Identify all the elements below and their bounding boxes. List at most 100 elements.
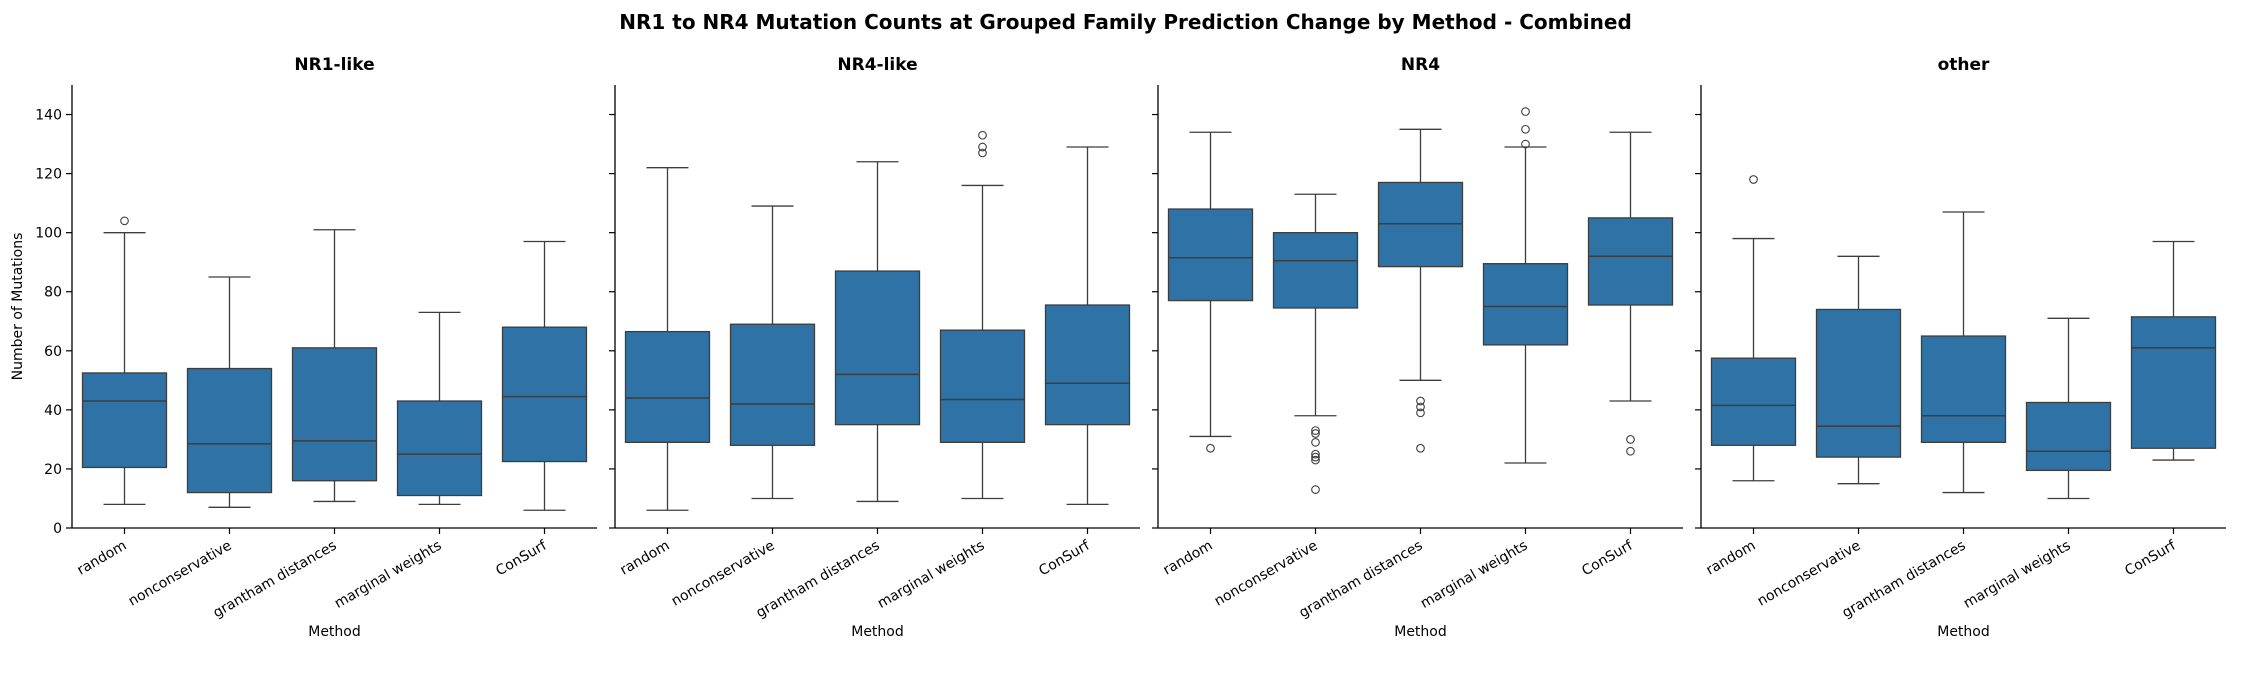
box-grantham-distances — [1377, 128, 1464, 453]
x-tick-label: marginal weights — [1961, 538, 2074, 612]
outlier-point — [1311, 452, 1320, 462]
box-nonconservative — [729, 205, 816, 500]
iqr-box — [729, 323, 816, 446]
outlier-point — [1749, 175, 1758, 184]
box-random — [1167, 131, 1254, 453]
x-tick-label: marginal weights — [1418, 538, 1531, 612]
y-tick-label: 80 — [44, 285, 62, 301]
x-tick-label: nonconservative — [126, 538, 235, 610]
outlier-point — [1626, 446, 1635, 456]
iqr-box — [1482, 263, 1569, 346]
iqr-box — [501, 326, 588, 463]
outlier-point — [1311, 455, 1320, 465]
iqr-box — [1710, 357, 1797, 446]
box-consurf — [1587, 131, 1674, 456]
panel-title: NR1-like — [294, 55, 374, 75]
outlier-point — [1521, 107, 1530, 116]
box-nonconservative — [186, 276, 273, 508]
iqr-box — [2130, 316, 2217, 449]
iqr-box — [624, 330, 711, 444]
outlier-point — [1416, 408, 1425, 418]
iqr-box — [1815, 308, 1902, 458]
iqr-box — [81, 372, 168, 469]
box-consurf — [1044, 146, 1131, 506]
iqr-box — [1272, 232, 1359, 309]
x-tick-label: random — [1703, 538, 1758, 579]
x-axis-title: Method — [1394, 624, 1447, 640]
box-marginal-weights — [1482, 107, 1569, 464]
box-grantham-distances — [1920, 211, 2007, 494]
panel-title: other — [1938, 55, 1990, 75]
x-tick-label: random — [74, 538, 129, 579]
box-consurf — [501, 240, 588, 511]
iqr-box — [1044, 304, 1131, 426]
box-nonconservative — [1272, 193, 1359, 494]
y-tick-label: 100 — [35, 226, 62, 242]
outlier-point — [120, 216, 129, 226]
outlier-point — [978, 142, 987, 152]
x-axis-title: Method — [308, 624, 361, 640]
x-tick-label: ConSurf — [2122, 537, 2179, 579]
x-tick-label: random — [1160, 538, 1215, 579]
outlier-point — [1416, 402, 1425, 412]
outlier-point — [1626, 435, 1635, 444]
iqr-box — [186, 367, 273, 494]
y-tick-label: 140 — [35, 108, 62, 124]
iqr-box — [291, 347, 378, 482]
box-marginal-weights — [396, 311, 483, 506]
iqr-box — [2025, 401, 2112, 472]
x-tick-label: nonconservative — [1212, 538, 1321, 610]
outlier-point — [978, 130, 987, 140]
box-random — [1710, 175, 1797, 482]
y-tick-label: 60 — [44, 344, 62, 360]
x-axis-title: Method — [851, 624, 904, 640]
panel-title: NR4-like — [837, 55, 917, 75]
box-grantham-distances — [834, 161, 921, 503]
figure-title: NR1 to NR4 Mutation Counts at Grouped Fa… — [619, 10, 1632, 34]
outlier-point — [1206, 443, 1215, 453]
x-tick-label: ConSurf — [1579, 537, 1636, 579]
outlier-point — [1416, 443, 1425, 453]
outlier-point — [1311, 449, 1320, 459]
y-tick-label: 40 — [44, 403, 62, 419]
outlier-point — [1311, 429, 1320, 438]
iqr-box — [834, 270, 921, 426]
panel-title: NR4 — [1401, 55, 1440, 75]
x-tick-label: ConSurf — [493, 537, 550, 579]
outlier-point — [1521, 124, 1530, 134]
outlier-point — [1311, 426, 1320, 435]
x-tick-label: nonconservative — [669, 538, 778, 610]
x-axis-title: Method — [1937, 624, 1990, 640]
iqr-box — [1920, 335, 2007, 444]
x-tick-label: marginal weights — [875, 538, 988, 612]
box-nonconservative — [1815, 255, 1902, 485]
iqr-box — [396, 400, 483, 497]
y-axis-title: Number of Mutations — [10, 233, 26, 381]
iqr-box — [1167, 208, 1254, 302]
x-tick-label: nonconservative — [1755, 538, 1864, 610]
y-tick-label: 0 — [53, 521, 62, 537]
box-marginal-weights — [2025, 317, 2112, 500]
outlier-point — [978, 148, 987, 158]
outlier-point — [1311, 438, 1320, 447]
box-grantham-distances — [291, 229, 378, 503]
outlier-point — [1521, 139, 1530, 149]
x-tick-label: ConSurf — [1036, 537, 1093, 579]
y-tick-label: 20 — [44, 462, 62, 478]
outlier-point — [1311, 485, 1320, 494]
x-tick-label: marginal weights — [332, 538, 445, 612]
box-random — [81, 216, 168, 506]
iqr-box — [1587, 217, 1674, 306]
x-tick-label: random — [617, 538, 672, 579]
box-consurf — [2130, 240, 2217, 461]
y-tick-label: 120 — [35, 167, 62, 183]
iqr-box — [939, 329, 1026, 444]
outlier-point — [1416, 396, 1425, 406]
panel-1: NR1-like 0 20 40 60 80 100 120 140 Number of Muta… — [10, 55, 597, 640]
box-random — [624, 167, 711, 511]
box-marginal-weights — [939, 130, 1026, 500]
